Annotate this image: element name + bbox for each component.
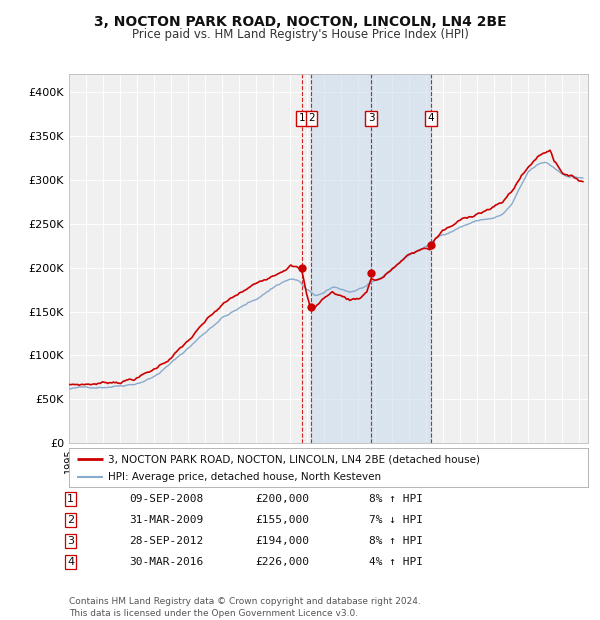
Text: 7% ↓ HPI: 7% ↓ HPI <box>369 515 423 525</box>
Text: 2: 2 <box>67 515 74 525</box>
Text: 8% ↑ HPI: 8% ↑ HPI <box>369 494 423 504</box>
Text: 3, NOCTON PARK ROAD, NOCTON, LINCOLN, LN4 2BE (detached house): 3, NOCTON PARK ROAD, NOCTON, LINCOLN, LN… <box>108 454 480 464</box>
Text: Price paid vs. HM Land Registry's House Price Index (HPI): Price paid vs. HM Land Registry's House … <box>131 28 469 41</box>
Bar <box>311 74 371 443</box>
Text: 09-SEP-2008: 09-SEP-2008 <box>129 494 203 504</box>
Text: 30-MAR-2016: 30-MAR-2016 <box>129 557 203 567</box>
Text: 4% ↑ HPI: 4% ↑ HPI <box>369 557 423 567</box>
Text: Contains HM Land Registry data © Crown copyright and database right 2024.
This d: Contains HM Land Registry data © Crown c… <box>69 596 421 618</box>
Text: £226,000: £226,000 <box>255 557 309 567</box>
Text: 1: 1 <box>299 113 305 123</box>
Text: HPI: Average price, detached house, North Kesteven: HPI: Average price, detached house, Nort… <box>108 472 381 482</box>
Text: £194,000: £194,000 <box>255 536 309 546</box>
Text: 31-MAR-2009: 31-MAR-2009 <box>129 515 203 525</box>
Text: 3, NOCTON PARK ROAD, NOCTON, LINCOLN, LN4 2BE: 3, NOCTON PARK ROAD, NOCTON, LINCOLN, LN… <box>94 16 506 30</box>
Text: 1: 1 <box>67 494 74 504</box>
Text: £155,000: £155,000 <box>255 515 309 525</box>
Text: 28-SEP-2012: 28-SEP-2012 <box>129 536 203 546</box>
Text: 4: 4 <box>427 113 434 123</box>
Text: 3: 3 <box>368 113 374 123</box>
Text: £200,000: £200,000 <box>255 494 309 504</box>
Text: 2: 2 <box>308 113 315 123</box>
Text: 3: 3 <box>67 536 74 546</box>
Bar <box>371 74 431 443</box>
Text: 8% ↑ HPI: 8% ↑ HPI <box>369 536 423 546</box>
Text: 4: 4 <box>67 557 74 567</box>
